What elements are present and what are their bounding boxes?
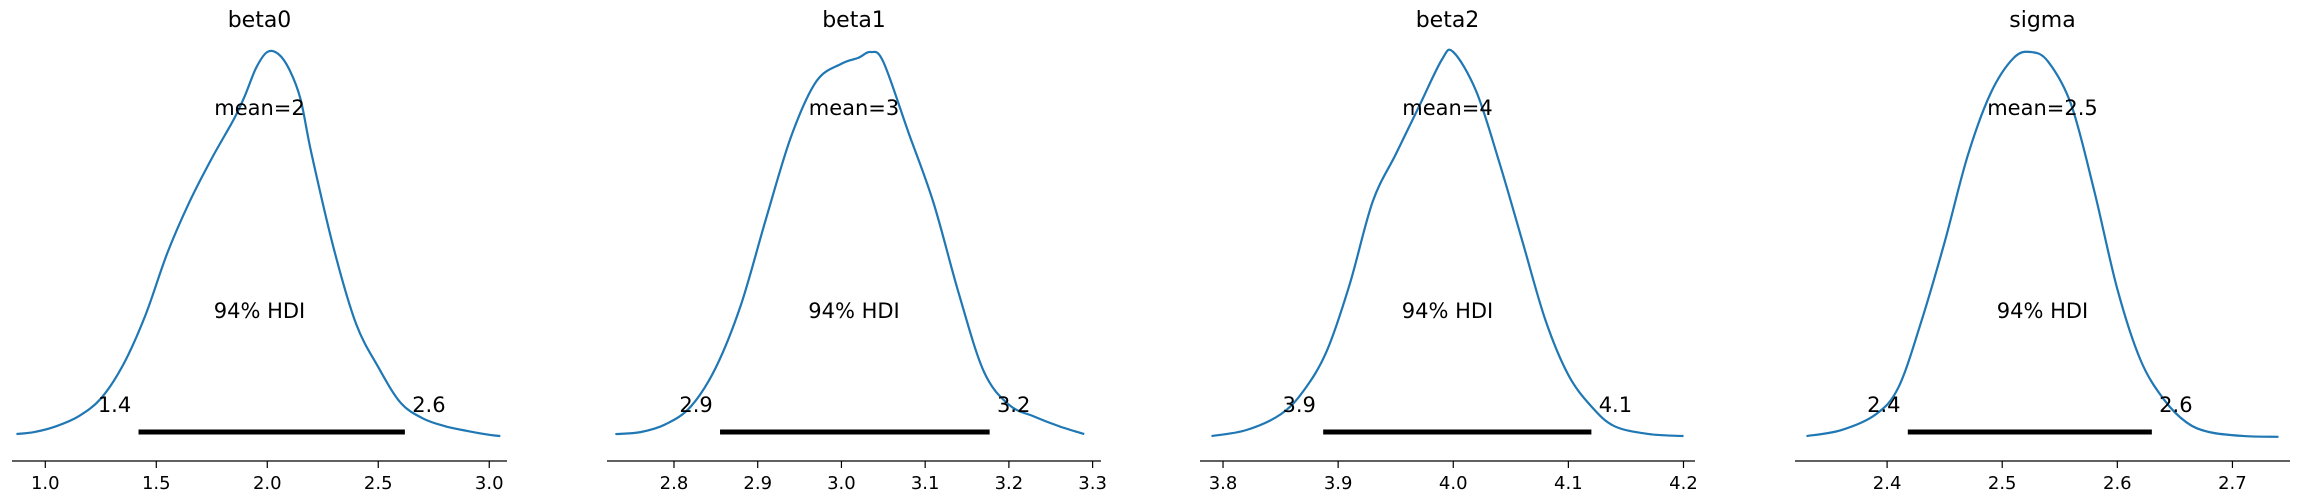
x-tick-label: 2.5 bbox=[364, 473, 393, 494]
mean-label: mean=2.5 bbox=[1987, 96, 2098, 120]
hdi-label: 94% HDI bbox=[808, 299, 900, 323]
x-tick-label: 2.7 bbox=[2218, 473, 2247, 494]
hdi-high-label: 2.6 bbox=[412, 393, 445, 417]
x-tick-label: 3.8 bbox=[1209, 473, 1238, 494]
x-tick-label: 2.4 bbox=[1873, 473, 1902, 494]
x-tick-label: 3.3 bbox=[1078, 473, 1107, 494]
hdi-high-label: 4.1 bbox=[1599, 393, 1632, 417]
x-tick-label: 4.2 bbox=[1669, 473, 1698, 494]
x-tick-label: 1.0 bbox=[31, 473, 60, 494]
x-tick-label: 3.0 bbox=[475, 473, 504, 494]
mean-label: mean=4 bbox=[1402, 96, 1493, 120]
hdi-low-label: 2.9 bbox=[679, 393, 712, 417]
x-tick-label: 3.1 bbox=[911, 473, 940, 494]
mean-label: mean=2 bbox=[214, 96, 305, 120]
x-tick-label: 2.9 bbox=[743, 473, 772, 494]
density-curve bbox=[1211, 48, 1684, 438]
x-tick-label: 3.2 bbox=[995, 473, 1024, 494]
x-tick-label: 3.9 bbox=[1324, 473, 1353, 494]
mean-label: mean=3 bbox=[809, 96, 900, 120]
x-tick-label: 2.5 bbox=[1988, 473, 2017, 494]
hdi-label: 94% HDI bbox=[1997, 299, 2089, 323]
panel-title: beta1 bbox=[822, 8, 886, 33]
density-curve bbox=[615, 50, 1085, 436]
x-tick-label: 4.0 bbox=[1439, 473, 1468, 494]
panel-title: beta0 bbox=[228, 8, 292, 33]
panel-beta2: beta2 mean=4 94% HDI 3.9 4.1 3.8 3.9 4.0 4.1 4.2 bbox=[1200, 8, 1698, 494]
hdi-high-label: 3.2 bbox=[997, 393, 1030, 417]
x-tick-label: 2.6 bbox=[2103, 473, 2132, 494]
hdi-low-label: 3.9 bbox=[1282, 393, 1315, 417]
hdi-high-label: 2.6 bbox=[2159, 393, 2192, 417]
panel-beta1: beta1 mean=3 94% HDI 2.9 3.2 2.8 2.9 3.0 3.1 3.2 3… bbox=[607, 8, 1107, 494]
x-tick-label: 4.1 bbox=[1554, 473, 1583, 494]
panel-sigma: sigma mean=2.5 94% HDI 2.4 2.6 2.4 2.5 2.6 2.7 bbox=[1795, 8, 2290, 494]
hdi-label: 94% HDI bbox=[214, 299, 306, 323]
x-tick-label: 3.0 bbox=[827, 473, 856, 494]
hdi-low-label: 2.4 bbox=[1867, 393, 1900, 417]
density-curve bbox=[1806, 50, 2279, 438]
panel-title: beta2 bbox=[1416, 8, 1480, 33]
x-tick-label: 2.0 bbox=[253, 473, 282, 494]
hdi-label: 94% HDI bbox=[1402, 299, 1494, 323]
panel-title: sigma bbox=[2009, 8, 2075, 33]
panel-beta0: beta0 mean=2 94% HDI 1.4 2.6 1.0 1.5 2.0 2.5 3.0 bbox=[12, 8, 507, 494]
density-curve bbox=[16, 49, 501, 438]
x-tick-label: 2.8 bbox=[660, 473, 689, 494]
x-tick-label: 1.5 bbox=[142, 473, 171, 494]
hdi-low-label: 1.4 bbox=[98, 393, 131, 417]
